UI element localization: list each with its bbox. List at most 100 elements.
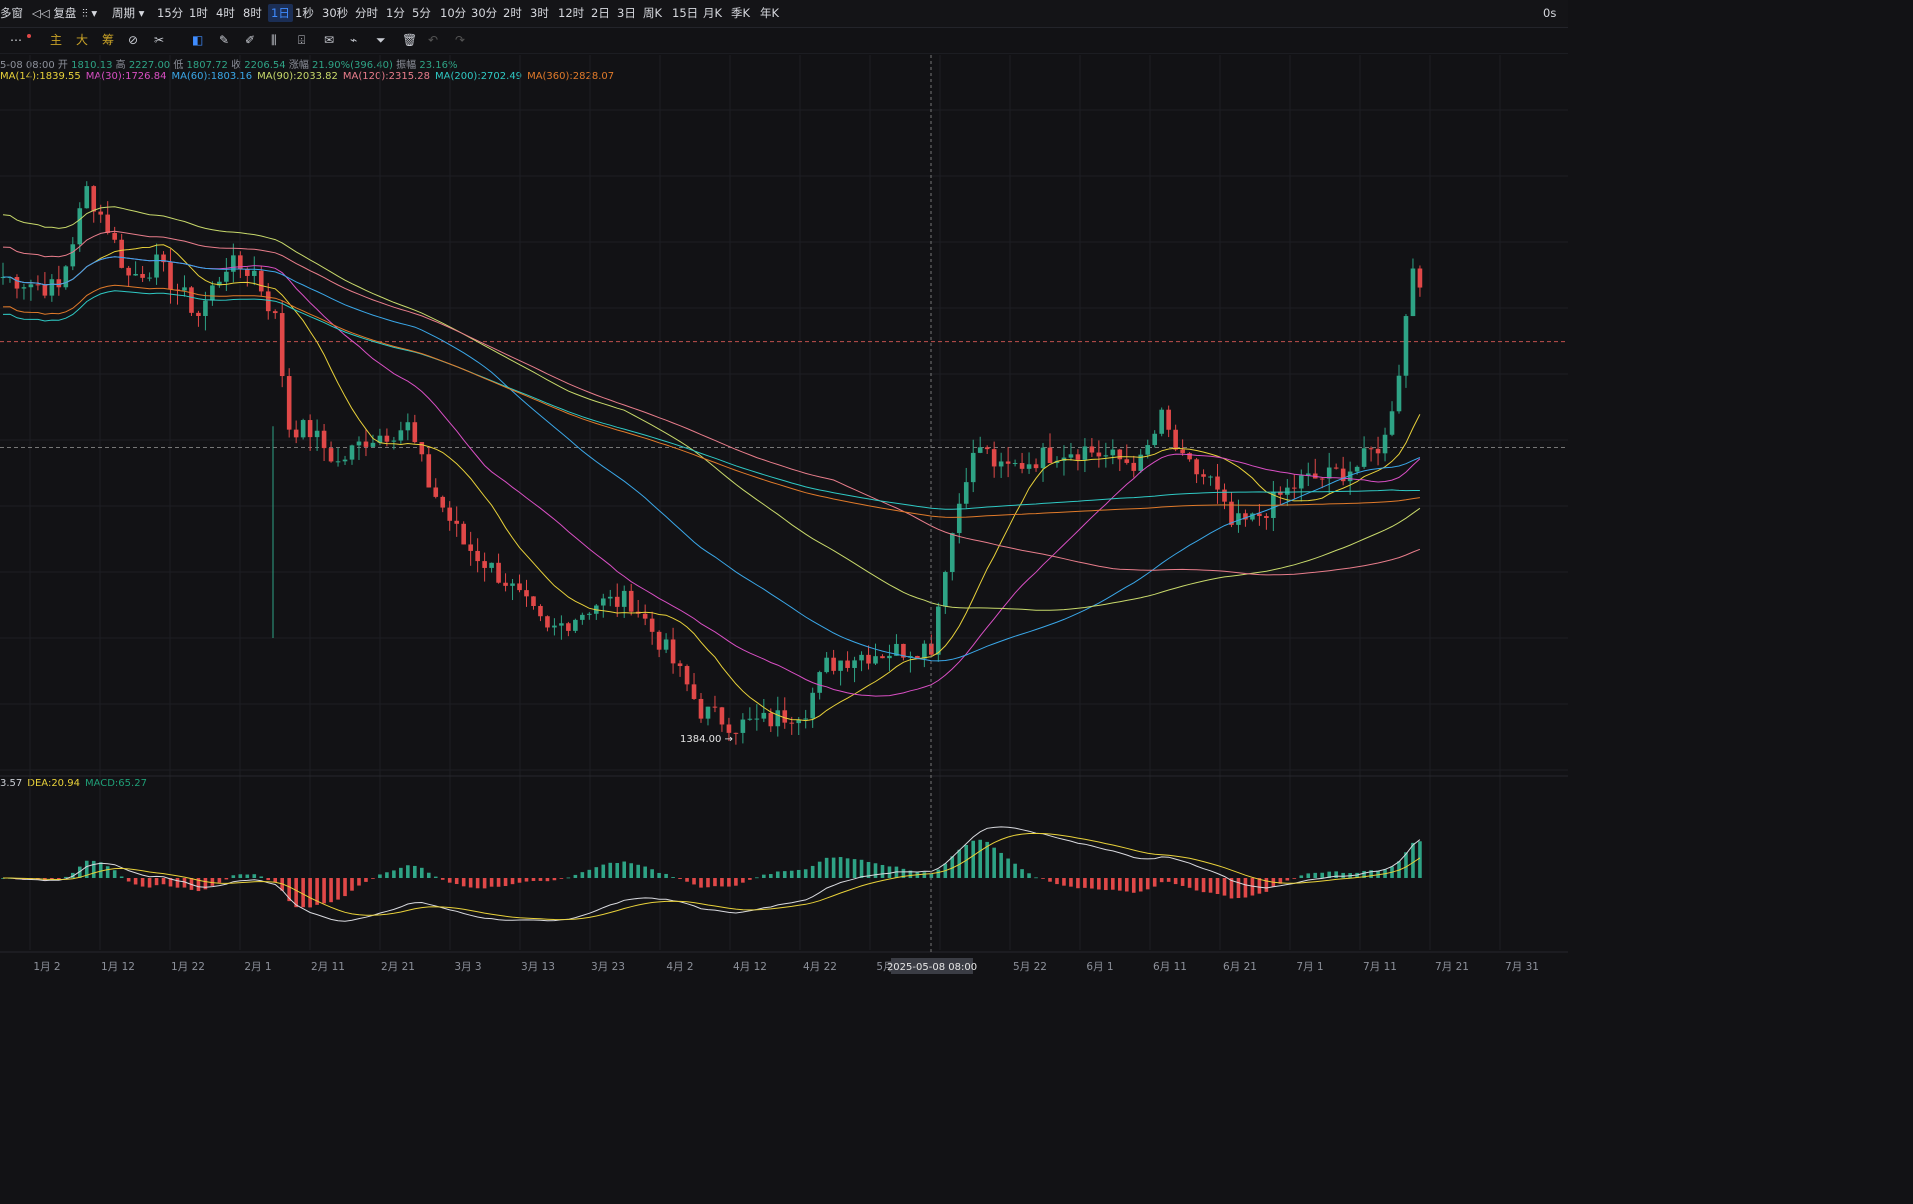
period-item-16[interactable]: 2时 (503, 6, 522, 20)
candle-body (810, 692, 815, 719)
candlestick-chart[interactable]: 1384.00 → 1月 2 1月 12 1月 22 2月 1 2月 11 2月 21 3月… (0, 0, 1568, 987)
measure-icon[interactable]: ⫼ (271, 33, 277, 47)
period-item-13[interactable]: 5分 (412, 6, 431, 20)
period-item-0[interactable]: 多窗 (0, 6, 23, 20)
macd-bar (1215, 878, 1220, 895)
candle-body (447, 507, 453, 521)
macd-bar (1292, 878, 1297, 879)
period-item-7[interactable]: 8时 (243, 6, 262, 20)
macd-bar (489, 878, 494, 887)
candle-body (1229, 501, 1234, 525)
macd-bar (852, 859, 857, 878)
period-item-19[interactable]: 2日 (591, 6, 610, 20)
macd-bar (866, 861, 871, 878)
candle-body (635, 611, 641, 614)
period-item-25[interactable]: 年K (760, 6, 780, 20)
candle-body (594, 605, 599, 614)
candle-body (782, 710, 788, 723)
period-item-8[interactable]: 1日 (268, 4, 293, 22)
candle-body (817, 672, 822, 693)
macd-bar (943, 863, 948, 878)
candle-body (929, 643, 934, 655)
period-item-21[interactable]: 周K (643, 6, 663, 20)
ruler-icon[interactable]: ✂ (154, 33, 165, 47)
candle-body (1166, 409, 1171, 430)
filter-icon[interactable]: ⏷ (376, 33, 386, 47)
indicator-toggle-2[interactable]: 筹 (102, 33, 115, 47)
indicator-icon[interactable]: ⊘ (128, 33, 139, 47)
note-icon[interactable]: ✉ (324, 33, 335, 47)
macd-bar (308, 878, 312, 908)
period-item-2[interactable]: ⫶⫶ ▾ (82, 6, 98, 20)
macd-bar (1180, 878, 1185, 886)
pencil-icon[interactable]: ✎ (219, 33, 230, 47)
macd-bar (1152, 878, 1157, 887)
macd-bar (587, 869, 592, 878)
redo-icon[interactable]: ↷ (455, 33, 466, 47)
candle-body (70, 244, 76, 267)
candle-body (1382, 434, 1388, 454)
period-item-1[interactable]: ◁◁ 复盘 (32, 6, 77, 20)
macd-bar (615, 863, 620, 878)
refresh-interval[interactable]: 0s (1543, 6, 1557, 20)
candle-body (126, 267, 131, 276)
macd-bar (105, 866, 110, 878)
macd-bar (727, 878, 731, 887)
period-item-20[interactable]: 3日 (617, 6, 636, 20)
macd-bar (720, 878, 724, 887)
period-item-9[interactable]: 1秒 (295, 6, 314, 20)
candle-body (768, 712, 774, 727)
trash-icon[interactable]: 🗑 (402, 33, 418, 47)
macd-bar (1236, 878, 1241, 899)
period-item-12[interactable]: 1分 (386, 6, 405, 20)
undo-icon[interactable]: ↶ (428, 33, 439, 47)
macd-bar (1404, 852, 1408, 878)
period-item-22[interactable]: 15日 (672, 6, 699, 20)
candle-body (796, 719, 802, 724)
period-item-14[interactable]: 10分 (440, 6, 467, 20)
macd-bar (796, 869, 801, 878)
candle-body (1124, 459, 1130, 463)
candle-body (398, 430, 404, 441)
macd-bar (1062, 878, 1066, 886)
period-item-4[interactable]: 15分 (157, 6, 184, 20)
period-item-15[interactable]: 30分 (471, 6, 498, 20)
period-item-11[interactable]: 分时 (355, 6, 378, 20)
period-item-18[interactable]: 12时 (558, 6, 585, 20)
candle-body (210, 285, 215, 301)
period-item-17[interactable]: 3时 (530, 6, 549, 20)
period-item-6[interactable]: 4时 (216, 6, 235, 20)
candle-body (7, 277, 13, 279)
macd-bar (336, 878, 340, 900)
select-icon[interactable]: ◧ (192, 33, 204, 47)
more-icon[interactable]: ⋯ (10, 33, 22, 47)
lock-icon[interactable]: ⌹ (298, 33, 306, 47)
low-price-marker: 1384.00 → (680, 734, 733, 745)
candle-body (189, 287, 194, 313)
period-item-3[interactable]: 周期 ▾ (112, 6, 145, 20)
brush-icon[interactable]: ✐ (245, 33, 256, 47)
open-label: 开 (57, 60, 68, 71)
magnet-icon[interactable]: ⌁ (350, 33, 358, 47)
candle-body (838, 660, 843, 671)
period-item-10[interactable]: 30秒 (322, 6, 349, 20)
period-item-23[interactable]: 月K (703, 6, 723, 20)
candle-body (161, 254, 166, 263)
candle-body (154, 254, 159, 278)
candle-body (1047, 447, 1053, 464)
candle-body (1082, 446, 1088, 460)
ma-legend: MA(14):1839.55 MA(30):1726.84 MA(60):1803.… (0, 71, 619, 82)
indicator-toggle-0[interactable]: 主 (50, 33, 63, 47)
open-value: 1810.13 (71, 60, 113, 71)
period-item-24[interactable]: 季K (731, 6, 751, 20)
crosshair-date-box (891, 958, 973, 974)
macd-bar (636, 864, 640, 878)
candle-body (845, 660, 850, 668)
period-item-5[interactable]: 1时 (189, 6, 208, 20)
crosshair-date-label: 2025-05-08 08:00 (887, 962, 977, 973)
candle-body (1375, 448, 1381, 454)
indicator-toggle-1[interactable]: 大 (76, 33, 89, 47)
candle-body (1389, 411, 1395, 435)
macd-bar (1418, 841, 1422, 878)
macd-bar (950, 856, 955, 878)
